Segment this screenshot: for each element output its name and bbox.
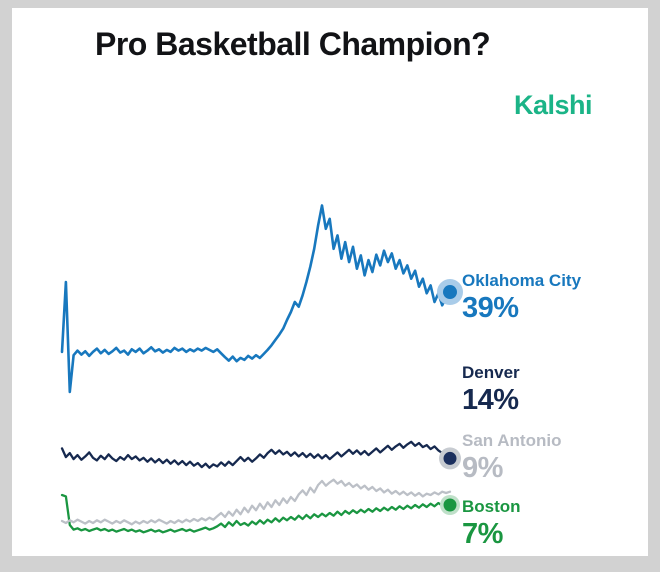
- series-name: Denver: [462, 363, 520, 382]
- series-name: San Antonio: [462, 431, 562, 450]
- endpoint-marker-denver: [443, 451, 457, 465]
- series-line-boston: [60, 493, 452, 534]
- kalshi-logo: Kalshi: [514, 90, 593, 120]
- endpoint-marker-oklahoma-city: [443, 285, 457, 300]
- series-label-oklahoma-city: Oklahoma City 39%: [462, 272, 581, 323]
- series-label-boston: Boston 7%: [462, 498, 521, 549]
- series-value: 39%: [462, 292, 519, 324]
- series-line-san-antonio: [60, 478, 452, 526]
- series-name: Boston: [462, 497, 521, 516]
- series-line-denver: [60, 440, 452, 469]
- series-label-denver: Denver 14%: [462, 364, 520, 415]
- endpoint-marker-boston: [443, 498, 457, 512]
- series-value: 14%: [462, 384, 519, 416]
- chart-card: [12, 8, 648, 556]
- series-value: 9%: [462, 452, 503, 484]
- chart-title: Pro Basketball Champion?: [95, 26, 491, 62]
- series-label-san-antonio: San Antonio 9%: [462, 432, 561, 483]
- series-name: Oklahoma City: [462, 271, 582, 290]
- series-value: 7%: [462, 518, 503, 550]
- series-line-oklahoma-city: [60, 204, 452, 394]
